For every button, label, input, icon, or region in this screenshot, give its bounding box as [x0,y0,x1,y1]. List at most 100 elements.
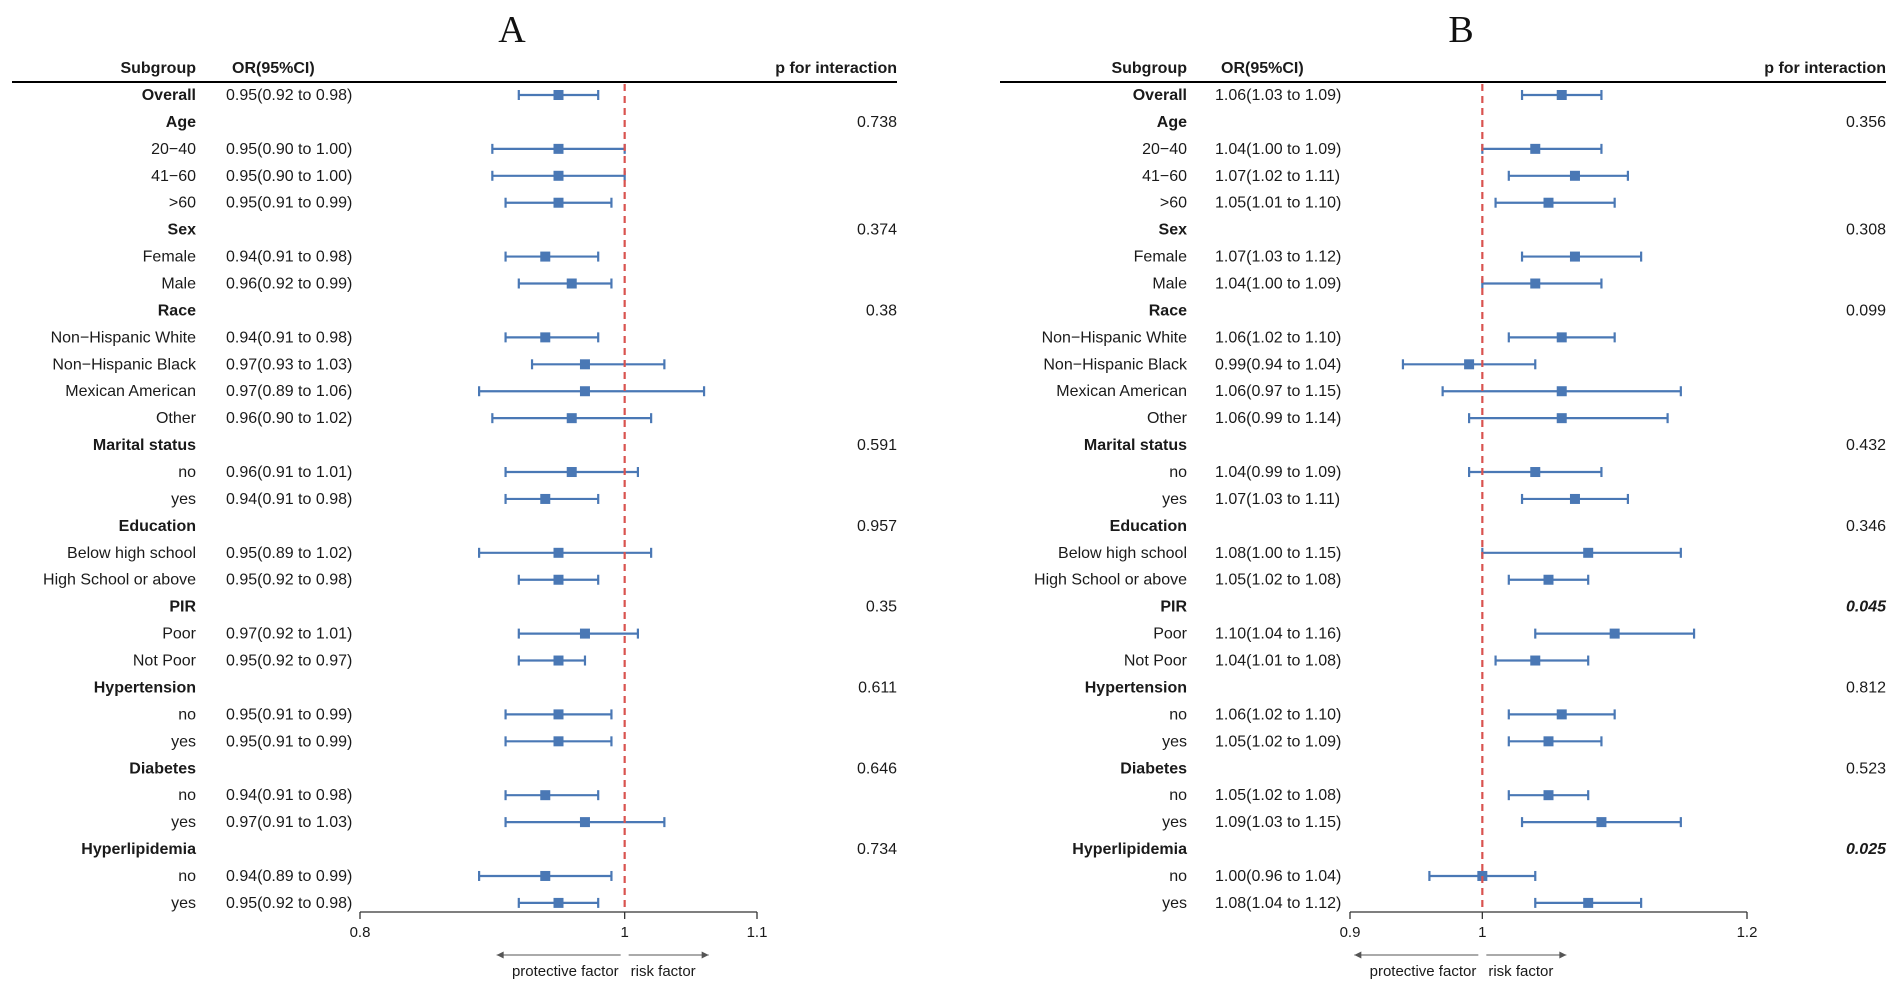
row-label: yes [171,814,196,831]
forest-row: no 1.06(1.02 to 1.10) [1169,706,1616,723]
header-p-interaction: p for interaction [775,60,897,77]
row-label: Overall [1133,87,1187,104]
point-estimate [1543,574,1554,585]
row-or-text: 0.95(0.92 to 0.98) [226,895,352,912]
row-label: 20−40 [151,141,196,158]
forest-row: Not Poor 0.95(0.92 to 0.97) [133,653,587,670]
row-or-text: 1.08(1.04 to 1.12) [1215,895,1341,912]
point-estimate [1530,278,1541,289]
row-label: Male [161,276,196,293]
row-label: yes [1162,814,1187,831]
row-label: Non−Hispanic White [51,329,197,346]
row-p-value: 0.38 [866,302,897,319]
forest-row: no 0.94(0.91 to 0.98) [178,787,600,804]
row-label: no [1169,787,1187,804]
point-estimate [1556,413,1567,424]
row-or-text: 0.99(0.94 to 1.04) [1215,356,1341,373]
row-or-text: 0.94(0.91 to 0.98) [226,787,352,804]
x-tick-label: 1 [1478,924,1486,941]
forest-row: yes 0.94(0.91 to 0.98) [171,491,600,508]
row-or-text: 1.00(0.96 to 1.04) [1215,868,1341,885]
forest-row: Overall 0.95(0.92 to 0.98) [142,87,600,104]
row-or-text: 0.95(0.91 to 0.99) [226,195,352,212]
point-estimate [540,332,551,343]
forest-row: no 1.00(0.96 to 1.04) [1169,868,1537,885]
row-or-text: 1.06(0.99 to 1.14) [1215,410,1341,427]
point-estimate [553,547,564,558]
row-label: 20−40 [1142,141,1187,158]
forest-row: High School or above 0.95(0.92 to 0.98) [43,572,600,589]
row-label: no [178,706,196,723]
row-or-text: 0.96(0.91 to 1.01) [226,464,352,481]
row-p-value: 0.356 [1846,114,1886,131]
row-label: Female [1134,249,1187,266]
row-or-text: 1.06(1.02 to 1.10) [1215,329,1341,346]
row-or-text: 1.09(1.03 to 1.15) [1215,814,1341,831]
forest-row: Female 0.94(0.91 to 0.98) [143,249,600,266]
forest-row: Marital status 0.591 [93,437,897,454]
row-or-text: 1.05(1.02 to 1.08) [1215,572,1341,589]
point-estimate [566,413,577,424]
row-label: High School or above [1034,572,1187,589]
point-estimate [579,386,590,397]
row-or-text: 1.05(1.02 to 1.09) [1215,733,1341,750]
point-estimate [1583,897,1594,908]
forest-row: yes 0.95(0.91 to 0.99) [171,733,613,750]
row-p-value: 0.611 [858,679,897,696]
header-p-interaction: p for interaction [1764,60,1886,77]
point-estimate [553,143,564,154]
forest-row: Below high school 0.95(0.89 to 1.02) [67,545,653,562]
row-or-text: 0.95(0.92 to 0.98) [226,87,352,104]
point-estimate [553,709,564,720]
row-or-text: 1.07(1.02 to 1.11) [1215,168,1340,185]
x-tick-label: 1.2 [1737,924,1758,941]
row-p-value: 0.591 [857,437,897,454]
forest-row: yes 1.07(1.03 to 1.11) [1162,491,1630,508]
row-or-text: 1.07(1.03 to 1.12) [1215,249,1341,266]
point-estimate [579,359,590,370]
point-estimate [566,278,577,289]
row-label: Poor [1153,626,1187,643]
forest-row: Below high school 1.08(1.00 to 1.15) [1058,545,1682,562]
forest-row: Race 0.099 [1149,302,1886,319]
forest-row: yes 1.09(1.03 to 1.15) [1162,814,1682,831]
row-label: no [1169,464,1187,481]
row-label: Non−Hispanic White [1042,329,1188,346]
row-p-value: 0.734 [857,841,897,858]
row-label: no [1169,868,1187,885]
forest-row: yes 0.95(0.92 to 0.98) [171,895,600,912]
forest-row: no 1.04(0.99 to 1.09) [1169,464,1603,481]
row-label: Education [119,518,196,535]
forest-row: Education 0.346 [1110,518,1886,535]
x-tick-label: 1 [620,924,628,941]
point-estimate [1530,467,1541,478]
row-label: Below high school [67,545,196,562]
row-label: Hyperlipidemia [81,841,196,858]
forest-row: 41−60 0.95(0.90 to 1.00) [151,168,626,185]
forest-row: Age 0.738 [166,114,897,131]
forest-row: Age 0.356 [1157,114,1886,131]
point-estimate [1609,628,1620,639]
row-or-text: 0.97(0.89 to 1.06) [226,383,352,400]
row-label: Male [1152,276,1187,293]
row-p-value: 0.957 [857,518,897,535]
forest-row: Hypertension 0.812 [1085,679,1886,696]
row-label: 41−60 [151,168,196,185]
forest-row: Female 1.07(1.03 to 1.12) [1134,249,1643,266]
forest-row: Poor 1.10(1.04 to 1.16) [1153,626,1696,643]
forest-row: Other 1.06(0.99 to 1.14) [1147,410,1669,427]
row-label: no [178,464,196,481]
row-label: Not Poor [133,653,197,670]
forest-row: Diabetes 0.523 [1120,760,1886,777]
row-label: yes [171,733,196,750]
risk-arrowhead [1559,951,1567,959]
row-or-text: 1.06(0.97 to 1.15) [1215,383,1341,400]
point-estimate [566,467,577,478]
panel-title: A [498,9,526,51]
row-p-value: 0.35 [866,599,897,616]
forest-row: Non−Hispanic Black 0.97(0.93 to 1.03) [52,356,666,373]
row-or-text: 0.95(0.91 to 0.99) [226,706,352,723]
header-or: OR(95%CI) [232,60,315,77]
row-or-text: 0.94(0.89 to 0.99) [226,868,352,885]
row-or-text: 1.04(0.99 to 1.09) [1215,464,1341,481]
